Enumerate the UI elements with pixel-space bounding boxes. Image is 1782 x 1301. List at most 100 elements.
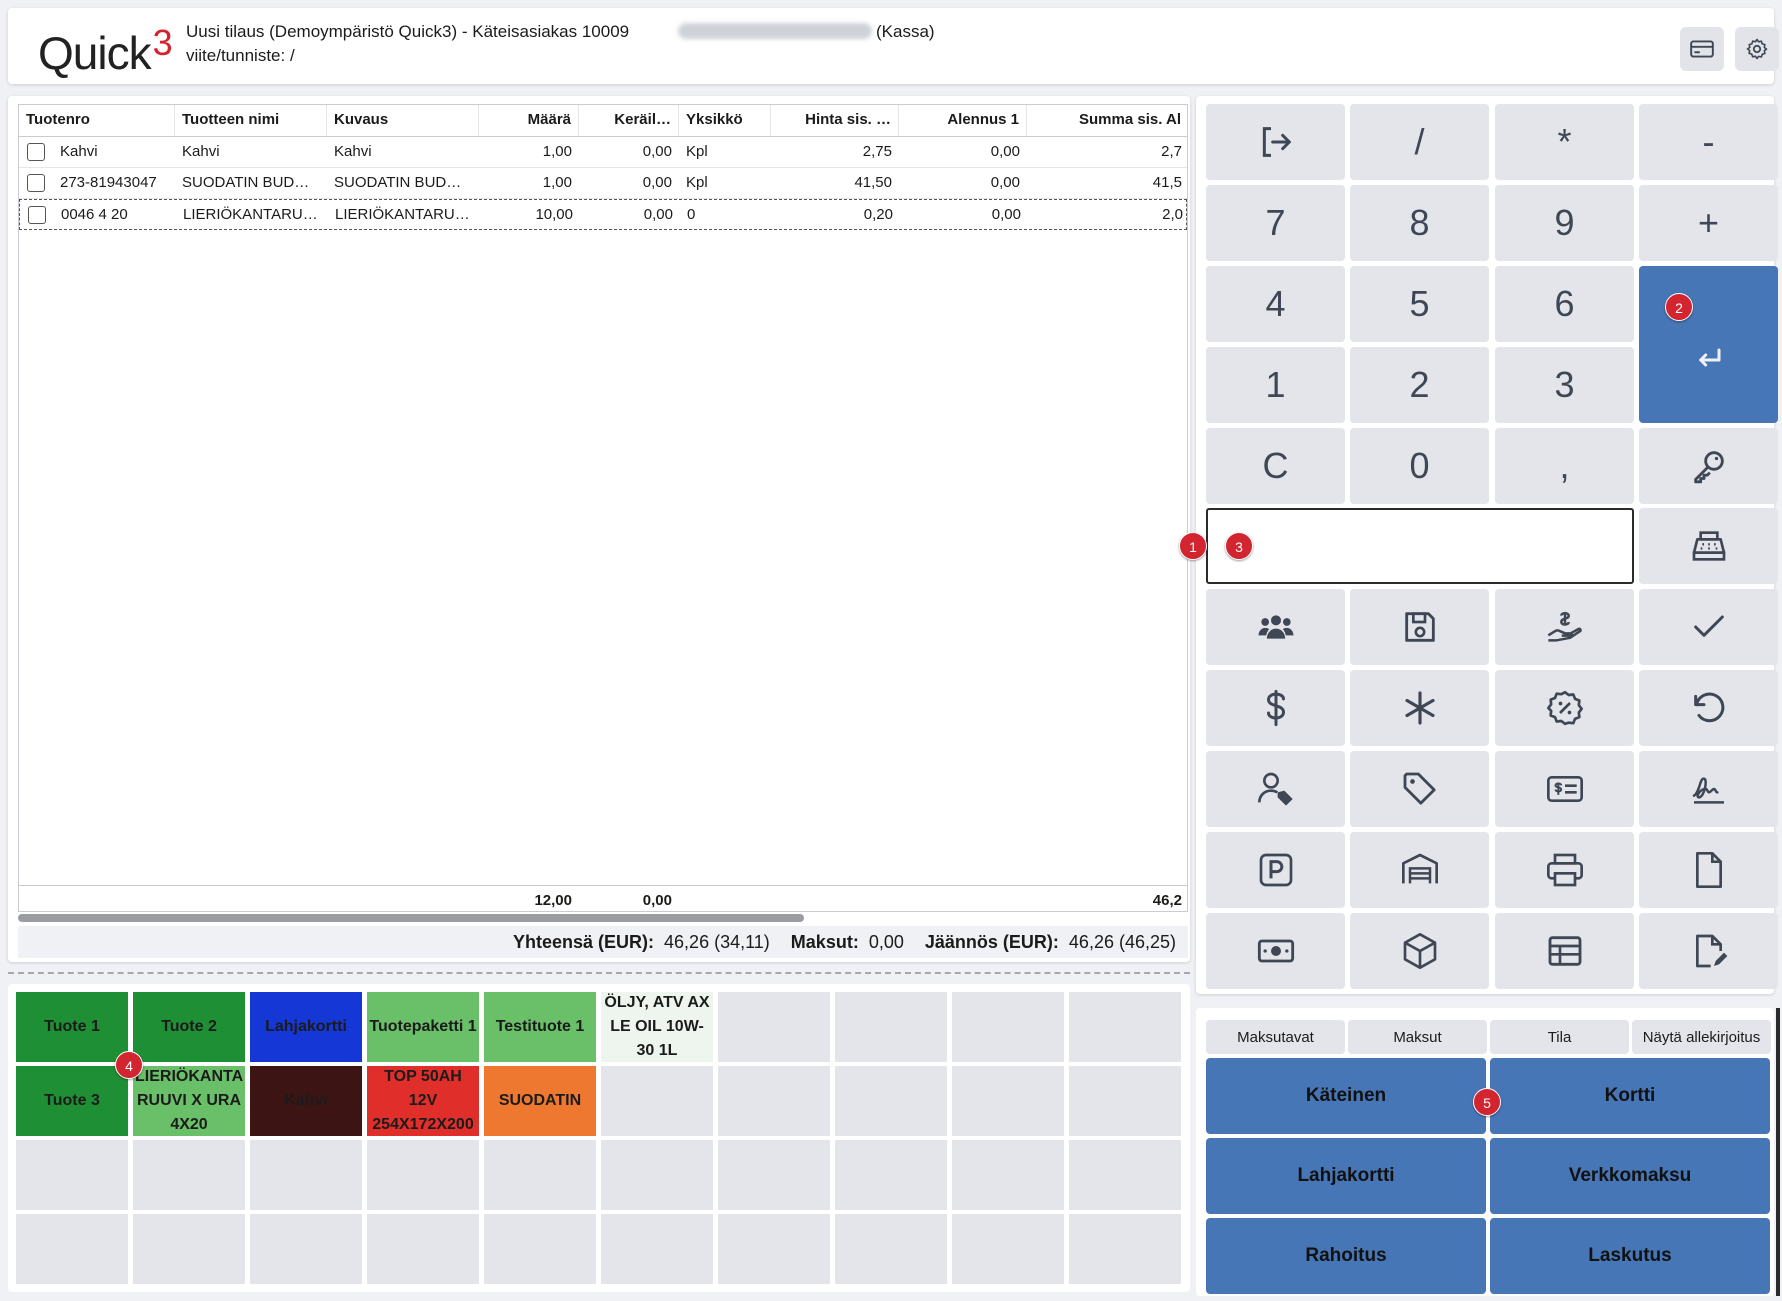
key-3[interactable]: 3	[1495, 347, 1634, 423]
empty-product-slot[interactable]	[952, 1214, 1064, 1284]
parking-button[interactable]	[1206, 832, 1345, 908]
customers-button[interactable]	[1206, 589, 1345, 665]
tab-payments[interactable]: Maksut	[1348, 1020, 1487, 1054]
empty-product-slot[interactable]	[952, 1140, 1064, 1210]
key-plus[interactable]: +	[1639, 185, 1778, 261]
key-9[interactable]: 9	[1495, 185, 1634, 261]
discount-button[interactable]	[1495, 670, 1634, 746]
quick-product-button[interactable]: Kahvi	[250, 1066, 362, 1136]
col-header-price[interactable]: Hinta sis. …	[771, 105, 899, 136]
col-header-unit[interactable]: Yksikkö	[679, 105, 771, 136]
col-header-picked[interactable]: Keräil…	[579, 105, 679, 136]
payment-scrollbar[interactable]	[1776, 1008, 1780, 1296]
save-button[interactable]	[1350, 589, 1489, 665]
col-header-sum[interactable]: Summa sis. Al	[1027, 105, 1187, 136]
quick-product-button[interactable]: LIERIÖKANTA RUUVI X URA 4X20	[133, 1066, 245, 1136]
table-button[interactable]	[1495, 913, 1634, 989]
empty-product-slot[interactable]	[718, 1140, 830, 1210]
barcode-input[interactable]	[1206, 508, 1634, 584]
empty-product-slot[interactable]	[952, 992, 1064, 1062]
settings-button[interactable]	[1735, 27, 1779, 71]
empty-product-slot[interactable]	[1069, 1066, 1181, 1136]
customer-price-button[interactable]	[1206, 751, 1345, 827]
quick-product-button[interactable]: Lahjakortti	[250, 992, 362, 1062]
empty-product-slot[interactable]	[835, 1140, 947, 1210]
enter-button[interactable]	[1639, 266, 1778, 423]
empty-product-slot[interactable]	[1069, 992, 1181, 1062]
empty-product-slot[interactable]	[601, 1140, 713, 1210]
table-row[interactable]: Kahvi Kahvi Kahvi 1,00 0,00 Kpl 2,75 0,0…	[19, 137, 1187, 168]
quick-product-button[interactable]: ÖLJY, ATV AX LE OIL 10W-30 1L	[601, 992, 713, 1062]
empty-product-slot[interactable]	[601, 1214, 713, 1284]
row-checkbox[interactable]	[27, 174, 45, 192]
key-minus[interactable]: -	[1639, 104, 1778, 180]
empty-product-slot[interactable]	[484, 1214, 596, 1284]
empty-product-slot[interactable]	[250, 1140, 362, 1210]
undo-button[interactable]	[1639, 670, 1778, 746]
signature-button[interactable]	[1639, 751, 1778, 827]
gift-card-payment-button[interactable]: Lahjakortti	[1206, 1138, 1486, 1214]
empty-product-slot[interactable]	[484, 1140, 596, 1210]
empty-product-slot[interactable]	[367, 1140, 479, 1210]
empty-product-slot[interactable]	[952, 1066, 1064, 1136]
cash-register-button[interactable]	[1639, 508, 1778, 584]
empty-product-slot[interactable]	[835, 1066, 947, 1136]
banknote-button[interactable]	[1206, 913, 1345, 989]
asterisk-button[interactable]	[1350, 670, 1489, 746]
col-header-name[interactable]: Tuotteen nimi	[175, 105, 327, 136]
quick-product-button[interactable]: Testituote 1	[484, 992, 596, 1062]
price-card-button[interactable]	[1495, 751, 1634, 827]
row-checkbox[interactable]	[28, 206, 46, 224]
edit-document-button[interactable]	[1639, 913, 1778, 989]
empty-product-slot[interactable]	[1069, 1140, 1181, 1210]
key-7[interactable]: 7	[1206, 185, 1345, 261]
row-checkbox[interactable]	[27, 143, 45, 161]
card-payment-button[interactable]: Kortti	[1490, 1058, 1770, 1134]
key-6[interactable]: 6	[1495, 266, 1634, 342]
empty-product-slot[interactable]	[133, 1214, 245, 1284]
payout-button[interactable]	[1495, 589, 1634, 665]
key-comma[interactable]: ,	[1495, 428, 1634, 504]
confirm-button[interactable]	[1639, 589, 1778, 665]
col-header-discount[interactable]: Alennus 1	[899, 105, 1027, 136]
key-divide[interactable]: /	[1350, 104, 1489, 180]
empty-product-slot[interactable]	[835, 992, 947, 1062]
panel-divider[interactable]	[8, 972, 1190, 974]
tab-status[interactable]: Tila	[1490, 1020, 1629, 1054]
financing-payment-button[interactable]: Rahoitus	[1206, 1218, 1486, 1294]
cash-payment-button[interactable]: Käteinen	[1206, 1058, 1486, 1134]
empty-product-slot[interactable]	[133, 1140, 245, 1210]
tab-payment-methods[interactable]: Maksutavat	[1206, 1020, 1345, 1054]
print-button[interactable]	[1495, 832, 1634, 908]
col-header-number[interactable]: Tuotenro	[19, 105, 175, 136]
key-5[interactable]: 5	[1350, 266, 1489, 342]
tag-button[interactable]	[1350, 751, 1489, 827]
quick-product-button[interactable]: OPTIMA RED TOP 50AH 12V 254X172X200 MM	[367, 1066, 479, 1136]
empty-product-slot[interactable]	[16, 1214, 128, 1284]
quick-product-button[interactable]: Tuotepaketti 1	[367, 992, 479, 1062]
empty-product-slot[interactable]	[367, 1214, 479, 1284]
empty-product-slot[interactable]	[718, 1214, 830, 1284]
quick-product-button[interactable]: Tuote 3	[16, 1066, 128, 1136]
key-2[interactable]: 2	[1350, 347, 1489, 423]
empty-product-slot[interactable]	[601, 1066, 713, 1136]
table-row[interactable]: 273-81943047 SUODATIN BUD… SUODATIN BUD……	[19, 168, 1187, 199]
box-button[interactable]	[1350, 913, 1489, 989]
empty-product-slot[interactable]	[835, 1214, 947, 1284]
key-1[interactable]: 1	[1206, 347, 1345, 423]
document-button[interactable]	[1639, 832, 1778, 908]
tab-show-signature[interactable]: Näytä allekirjoitus	[1632, 1020, 1771, 1054]
card-reader-button[interactable]	[1680, 27, 1724, 71]
empty-product-slot[interactable]	[718, 992, 830, 1062]
col-header-quantity[interactable]: Määrä	[479, 105, 579, 136]
invoice-payment-button[interactable]: Laskutus	[1490, 1218, 1770, 1294]
key-button[interactable]	[1639, 428, 1778, 504]
empty-product-slot[interactable]	[250, 1214, 362, 1284]
horizontal-scrollbar[interactable]	[18, 914, 804, 922]
empty-product-slot[interactable]	[16, 1140, 128, 1210]
key-4[interactable]: 4	[1206, 266, 1345, 342]
key-8[interactable]: 8	[1350, 185, 1489, 261]
key-clear[interactable]: C	[1206, 428, 1345, 504]
online-payment-button[interactable]: Verkkomaksu	[1490, 1138, 1770, 1214]
quick-product-button[interactable]: Tuote 2	[133, 992, 245, 1062]
